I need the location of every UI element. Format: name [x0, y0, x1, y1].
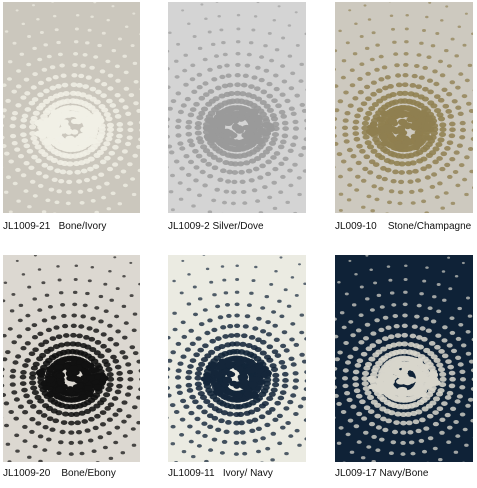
- swatch-label: JL1009-20 Bone/Ebony: [3, 468, 116, 479]
- swatch-label: JL1009-2 Silver/Dove: [168, 221, 264, 232]
- dot-pattern: [335, 2, 473, 213]
- dot-pattern: [3, 255, 140, 462]
- swatch-image: [168, 255, 306, 462]
- dot-pattern: [168, 2, 306, 213]
- swatch-image: [3, 2, 140, 213]
- swatch-image: [3, 255, 140, 462]
- swatch-image: [335, 255, 473, 462]
- swatch-label: JL009-17 Navy/Bone: [335, 468, 429, 479]
- swatch-image: [335, 2, 473, 213]
- swatch-label: JL1009-11 Ivory/ Navy: [168, 468, 273, 479]
- swatch-label: JL009-10 Stone/Champagne: [335, 221, 472, 232]
- dot-pattern: [3, 2, 140, 213]
- dot-pattern: [168, 255, 306, 462]
- swatch-label: JL1009-21 Bone/Ivory: [3, 221, 107, 232]
- dot-pattern: [335, 255, 473, 462]
- swatch-image: [168, 2, 306, 213]
